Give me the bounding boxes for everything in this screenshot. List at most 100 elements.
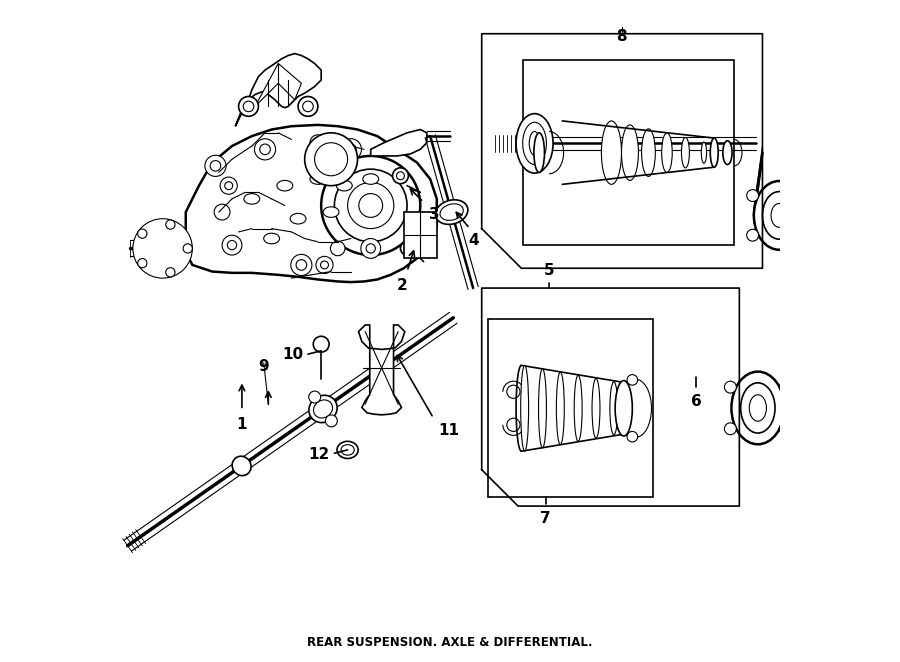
Ellipse shape: [436, 200, 468, 224]
Circle shape: [183, 244, 193, 253]
Circle shape: [397, 172, 404, 179]
Circle shape: [138, 259, 147, 268]
Polygon shape: [255, 64, 302, 107]
Circle shape: [220, 177, 238, 194]
Circle shape: [238, 97, 258, 117]
Ellipse shape: [521, 365, 528, 451]
Text: 6: 6: [691, 394, 702, 408]
Ellipse shape: [681, 138, 689, 168]
Circle shape: [146, 232, 179, 265]
Text: 12: 12: [309, 447, 329, 462]
Circle shape: [222, 235, 242, 255]
Circle shape: [747, 189, 759, 201]
Circle shape: [779, 423, 791, 435]
Circle shape: [361, 238, 381, 258]
Circle shape: [255, 139, 275, 160]
Ellipse shape: [701, 142, 706, 164]
Ellipse shape: [771, 203, 787, 227]
Circle shape: [166, 220, 175, 229]
Ellipse shape: [440, 204, 464, 220]
Text: 2: 2: [397, 278, 408, 293]
Circle shape: [406, 227, 421, 243]
Ellipse shape: [642, 129, 655, 176]
Circle shape: [779, 381, 791, 393]
Text: REAR SUSPENSION. AXLE & DIFFERENTIAL.: REAR SUSPENSION. AXLE & DIFFERENTIAL.: [307, 636, 593, 649]
Ellipse shape: [529, 132, 540, 156]
Ellipse shape: [323, 207, 339, 217]
Ellipse shape: [337, 180, 352, 191]
Ellipse shape: [592, 379, 600, 438]
Circle shape: [291, 254, 312, 275]
Bar: [523, 60, 734, 245]
Text: 4: 4: [469, 233, 479, 248]
Ellipse shape: [622, 125, 638, 180]
Text: 10: 10: [283, 348, 303, 362]
Ellipse shape: [754, 181, 804, 250]
Circle shape: [321, 156, 420, 255]
Text: 5: 5: [544, 263, 554, 278]
Ellipse shape: [723, 141, 732, 165]
Ellipse shape: [277, 180, 292, 191]
Polygon shape: [235, 54, 321, 126]
Ellipse shape: [309, 395, 338, 422]
Ellipse shape: [732, 371, 784, 444]
Circle shape: [330, 241, 345, 256]
Ellipse shape: [616, 381, 633, 436]
Circle shape: [205, 156, 226, 176]
Ellipse shape: [516, 114, 554, 173]
Polygon shape: [358, 325, 405, 415]
Circle shape: [309, 391, 320, 403]
Circle shape: [627, 432, 637, 442]
Circle shape: [310, 135, 326, 151]
Circle shape: [260, 144, 270, 155]
Circle shape: [166, 267, 175, 277]
Circle shape: [366, 244, 375, 253]
Circle shape: [400, 242, 414, 255]
Circle shape: [799, 189, 811, 201]
Circle shape: [225, 181, 233, 189]
Circle shape: [507, 418, 520, 432]
Text: 1: 1: [237, 417, 248, 432]
Ellipse shape: [313, 400, 332, 418]
Circle shape: [243, 101, 254, 112]
Circle shape: [392, 168, 409, 183]
Circle shape: [359, 193, 382, 217]
Ellipse shape: [523, 122, 546, 165]
Circle shape: [799, 229, 811, 241]
Circle shape: [316, 256, 333, 273]
Polygon shape: [371, 130, 427, 156]
Circle shape: [346, 144, 356, 155]
Circle shape: [326, 415, 338, 427]
Ellipse shape: [232, 456, 251, 475]
Polygon shape: [404, 212, 436, 258]
Circle shape: [211, 161, 220, 171]
Circle shape: [133, 218, 193, 278]
Circle shape: [296, 260, 307, 270]
Ellipse shape: [310, 173, 326, 184]
Ellipse shape: [710, 138, 718, 167]
Text: 3: 3: [429, 207, 439, 222]
Ellipse shape: [762, 191, 796, 239]
Circle shape: [138, 229, 147, 238]
Ellipse shape: [538, 369, 546, 448]
Circle shape: [302, 101, 313, 112]
Circle shape: [724, 423, 736, 435]
Circle shape: [409, 230, 419, 240]
Bar: [489, 319, 653, 497]
Circle shape: [335, 169, 407, 242]
Ellipse shape: [601, 121, 622, 184]
Circle shape: [313, 336, 329, 352]
Circle shape: [228, 240, 237, 250]
Ellipse shape: [264, 233, 280, 244]
Ellipse shape: [341, 445, 355, 455]
Circle shape: [347, 182, 394, 228]
Ellipse shape: [363, 173, 379, 184]
Circle shape: [305, 133, 357, 185]
Circle shape: [724, 381, 736, 393]
Polygon shape: [185, 125, 436, 282]
Circle shape: [320, 261, 328, 269]
Text: 11: 11: [438, 424, 459, 438]
Text: 9: 9: [258, 359, 269, 374]
Ellipse shape: [750, 395, 767, 421]
Circle shape: [154, 240, 171, 257]
